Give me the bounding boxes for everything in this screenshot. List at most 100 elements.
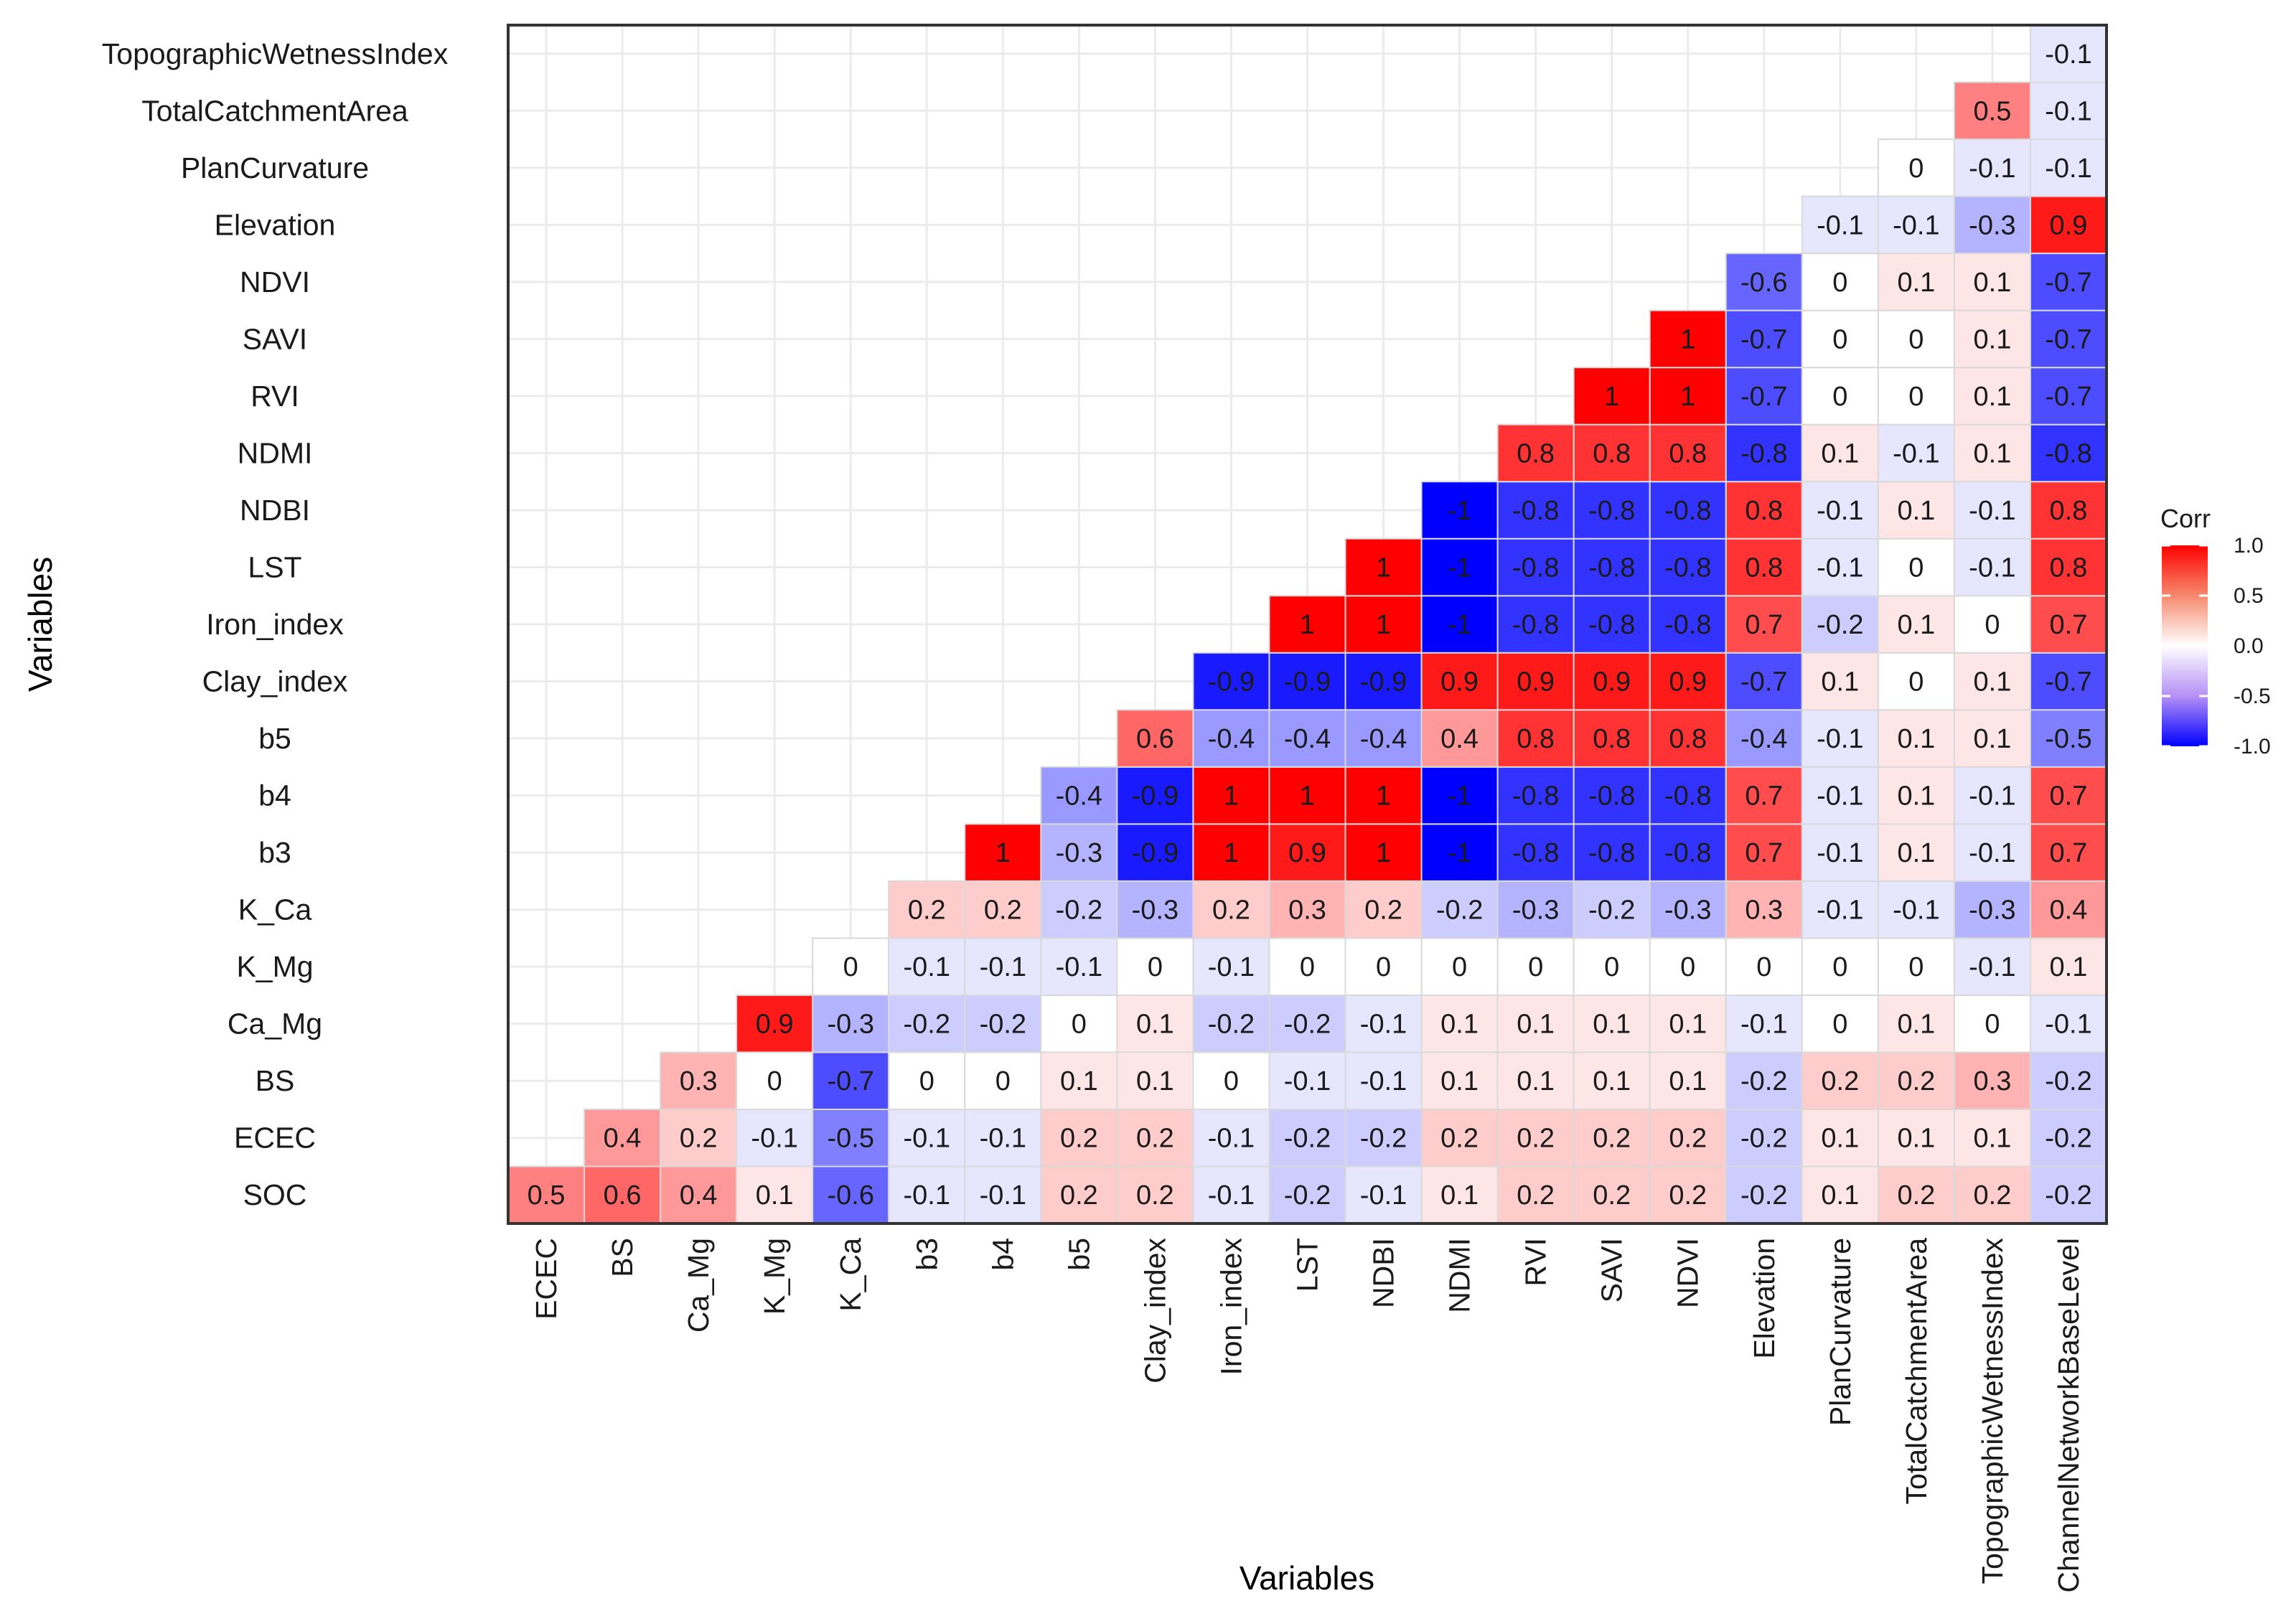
heatmap-cell xyxy=(1496,709,1575,768)
cell-value-label: -0.1 xyxy=(1208,952,1255,982)
cell-value-label: 0.9 xyxy=(1517,667,1555,697)
x-tick-label: NDVI xyxy=(1672,1238,1705,1308)
heatmap-cell xyxy=(1877,138,1955,197)
cell-value-label: 0.1 xyxy=(1897,1124,1935,1154)
cell-value-label: -0.8 xyxy=(1588,610,1635,640)
y-tick-label: TopographicWetnessIndex xyxy=(102,37,449,70)
heatmap-cell xyxy=(964,823,1042,882)
legend-ticks: 1.0 0.5 0.0 -0.5 -1.0 xyxy=(2162,534,2271,758)
cell-value-label: -0.8 xyxy=(1664,838,1711,868)
y-tick-label: Iron_index xyxy=(206,608,344,641)
heatmap-cell xyxy=(2029,1108,2108,1168)
cell-value-label: 0.5 xyxy=(528,1180,566,1211)
heatmap-cells xyxy=(507,24,2108,1225)
cell-value-label: 0.7 xyxy=(1745,838,1783,868)
y-tick-label: LST xyxy=(248,550,301,583)
heatmap-cell xyxy=(1801,880,1879,939)
cell-value-label: -0.3 xyxy=(827,1010,873,1040)
cell-value-label: 0.1 xyxy=(1821,1180,1859,1211)
cell-value-label: -0.1 xyxy=(1284,1066,1331,1096)
cell-value-label: 0 xyxy=(1832,952,1847,982)
cell-value-label: 0.1 xyxy=(1517,1010,1555,1040)
heatmap-cell xyxy=(1877,1165,1955,1225)
cell-value-label: 1 xyxy=(1376,610,1391,640)
heatmap-cell xyxy=(1192,823,1270,882)
cell-value-label: 0.9 xyxy=(1288,838,1326,868)
heatmap-cell xyxy=(1877,195,1955,255)
cell-value-label: 0 xyxy=(1224,1066,1239,1096)
cell-value-label: 0.1 xyxy=(1821,1124,1859,1154)
cell-value-label: 0.1 xyxy=(1821,438,1859,469)
cell-value-label: 0.4 xyxy=(604,1124,642,1154)
heatmap-cell xyxy=(1420,1165,1499,1225)
x-tick-label: ECEC xyxy=(530,1238,563,1320)
heatmap-cell xyxy=(1573,537,1651,597)
legend-tick-label: 0.0 xyxy=(2234,634,2264,658)
cell-value-label: -0.1 xyxy=(1969,496,2015,526)
cell-value-label: 0 xyxy=(1300,952,1315,982)
heatmap-cell xyxy=(1040,994,1118,1053)
cell-value-label: 0.2 xyxy=(984,896,1022,926)
cell-value-label: 0 xyxy=(1832,324,1847,354)
y-tick-label: BS xyxy=(256,1064,295,1097)
x-tick-label: NDMI xyxy=(1443,1238,1476,1313)
color-legend: Corr 1.0 0.5 0.0 -0.5 -1.0 xyxy=(2160,504,2271,758)
cell-value-label: -0.8 xyxy=(2045,438,2091,469)
heatmap-cell xyxy=(1420,766,1499,825)
cell-value-label: -0.4 xyxy=(1740,724,1787,754)
cell-value-label: 0.1 xyxy=(2050,952,2088,982)
cell-value-label: 0 xyxy=(1528,952,1543,982)
cell-value-label: -0.1 xyxy=(1817,724,1863,754)
cell-value-label: 0.8 xyxy=(1669,438,1707,469)
heatmap-cell xyxy=(1116,1051,1194,1110)
cell-value-label: -0.1 xyxy=(1740,1010,1787,1040)
cell-value-label: -0.8 xyxy=(1512,838,1559,868)
x-tick-label: SAVI xyxy=(1596,1238,1629,1302)
cell-value-label: -0.1 xyxy=(1817,210,1863,240)
heatmap-cell xyxy=(1801,253,1879,311)
heatmap-cell xyxy=(1573,1165,1651,1225)
cell-value-label: -0.1 xyxy=(1969,781,2015,812)
heatmap-cell xyxy=(1877,1051,1955,1110)
cell-value-label: 1 xyxy=(1300,610,1315,640)
x-tick-label: b4 xyxy=(986,1238,1019,1271)
cell-value-label: 0.1 xyxy=(1440,1010,1479,1040)
cell-value-label: -0.1 xyxy=(904,1180,950,1211)
heatmap-cell xyxy=(1953,309,2031,369)
x-tick-label: PlanCurvature xyxy=(1824,1238,1857,1426)
x-tick-label: K_Mg xyxy=(758,1238,791,1315)
x-tick-label: NDBI xyxy=(1367,1238,1400,1308)
heatmap-cell xyxy=(1116,1165,1194,1225)
heatmap-cell xyxy=(2029,994,2108,1053)
cell-value-label: -0.2 xyxy=(1056,896,1102,926)
heatmap-cell xyxy=(1420,994,1499,1053)
heatmap-cell xyxy=(1573,880,1651,939)
cell-value-label: 0.1 xyxy=(1897,268,1935,298)
cell-value-label: 0.2 xyxy=(1060,1180,1098,1211)
cell-value-label: -0.1 xyxy=(2045,96,2091,126)
cell-value-label: -0.8 xyxy=(1664,610,1711,640)
cell-value-label: 0.2 xyxy=(1517,1180,1555,1211)
heatmap-cell xyxy=(1573,423,1651,483)
cell-value-label: -0.8 xyxy=(1588,553,1635,583)
x-tick-label: Elevation xyxy=(1748,1238,1781,1359)
cell-value-label: 0.1 xyxy=(1821,667,1859,697)
heatmap-cell xyxy=(1116,880,1194,939)
heatmap-cell xyxy=(1344,880,1423,939)
heatmap-cell xyxy=(1573,1108,1651,1168)
cell-value-label: 0.1 xyxy=(756,1180,794,1211)
cell-value-label: 0 xyxy=(1908,324,1924,354)
heatmap-cell xyxy=(888,937,966,996)
cell-value-label: -0.2 xyxy=(1360,1124,1407,1154)
heatmap-cell xyxy=(964,994,1042,1053)
cell-value-label: 0.2 xyxy=(1669,1180,1707,1211)
heatmap-cell xyxy=(1801,1051,1879,1110)
cell-value-label: -1 xyxy=(1448,781,1472,812)
cell-value-label: 0.2 xyxy=(1060,1124,1098,1154)
heatmap-cell xyxy=(1344,766,1423,825)
cell-value-label: 0 xyxy=(1908,667,1924,697)
heatmap-cell xyxy=(1344,595,1423,654)
heatmap-cell xyxy=(2029,481,2108,540)
cell-value-label: 0.8 xyxy=(1517,724,1555,754)
heatmap-cell xyxy=(1877,1108,1955,1168)
